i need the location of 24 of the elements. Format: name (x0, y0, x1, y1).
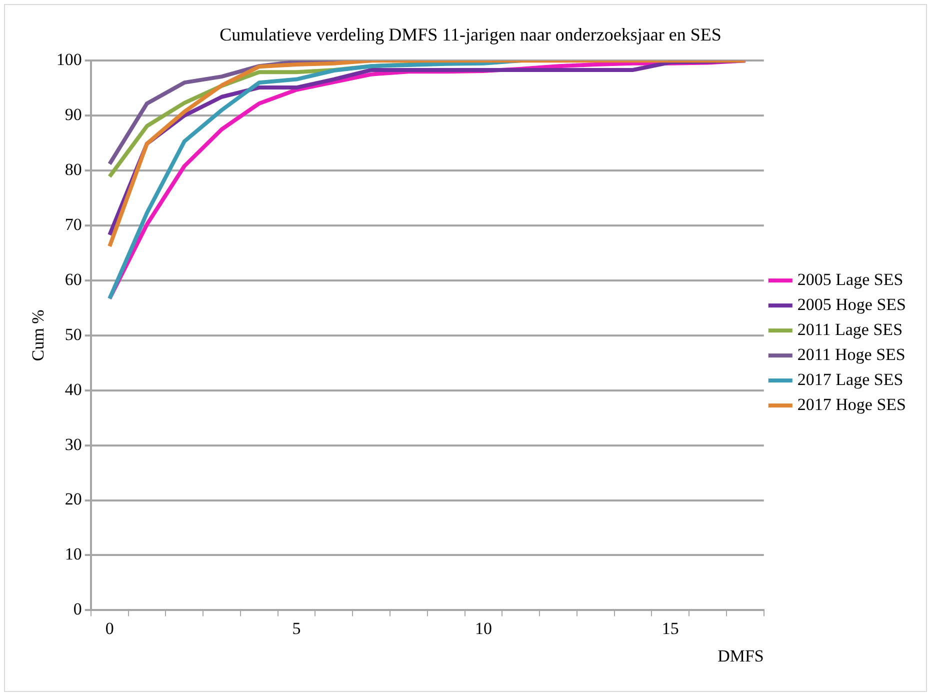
y-tick-label: 50 (64, 324, 82, 344)
x-tick-label: 0 (105, 618, 114, 638)
x-axis-title: DMFS (718, 646, 764, 666)
y-tick-label: 10 (64, 544, 82, 564)
y-tick-label: 60 (64, 270, 82, 289)
legend-label: 2011 Hoge SES (797, 344, 906, 364)
y-tick-label: 40 (64, 380, 82, 399)
legend-label: 2011 Lage SES (797, 320, 903, 339)
legend-label: 2017 Lage SES (797, 370, 904, 389)
x-tick-label: 10 (474, 618, 492, 638)
x-tick-label: 15 (662, 618, 679, 638)
legend-label: 2005 Hoge SES (797, 294, 906, 314)
y-tick-label: 80 (64, 160, 82, 179)
y-axis-title: Cum % (28, 310, 48, 362)
y-tick-label: 0 (73, 600, 82, 619)
y-tick-label: 90 (64, 105, 82, 124)
y-tick-label: 20 (64, 490, 82, 509)
legend-label: 2005 Lage SES (797, 270, 904, 289)
legend-label: 2017 Hoge SES (797, 394, 906, 414)
y-tick-label: 30 (64, 434, 82, 454)
y-tick-label: 70 (64, 214, 82, 234)
chart-title: Cumulatieve verdeling DMFS 11-jarigen naar onderzoeksjaar en SES (220, 24, 722, 45)
x-tick-label: 5 (292, 618, 301, 638)
y-tick-label: 100 (56, 50, 82, 70)
